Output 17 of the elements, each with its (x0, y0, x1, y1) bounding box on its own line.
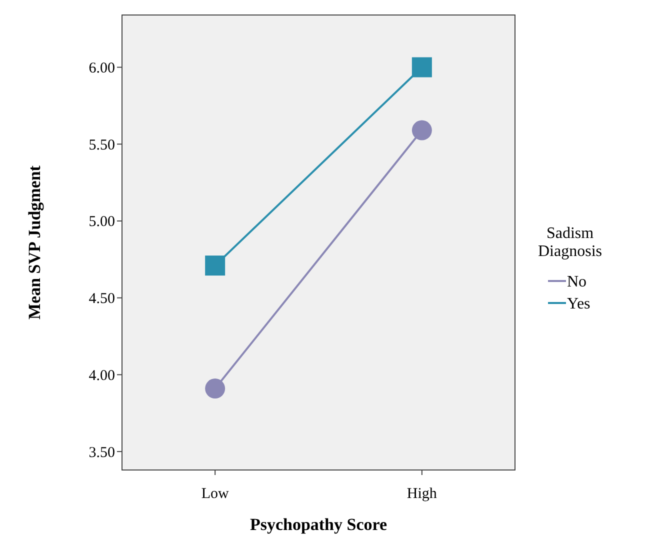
y-axis-title: Mean SVP Judgment (25, 165, 44, 320)
point (205, 378, 226, 399)
x-tick-label: High (406, 486, 438, 502)
y-tick-label: 5.00 (88, 214, 115, 230)
x-tick-label: Low (201, 486, 229, 502)
legend-label: Yes (567, 296, 590, 313)
y-tick-label: 4.50 (88, 291, 115, 308)
point (412, 120, 432, 140)
point (205, 256, 226, 276)
y-tick-label: 6.00 (88, 60, 115, 77)
y-tick-label: 4.00 (88, 368, 115, 384)
y-tick-label: 3.50 (88, 444, 115, 461)
point (412, 57, 432, 78)
legend-label: No (567, 274, 587, 291)
x-axis-title: Psychopathy Score (250, 515, 388, 534)
legend-title: Sadism Diagnosis (538, 225, 602, 260)
y-tick-label: 5.50 (88, 137, 115, 154)
